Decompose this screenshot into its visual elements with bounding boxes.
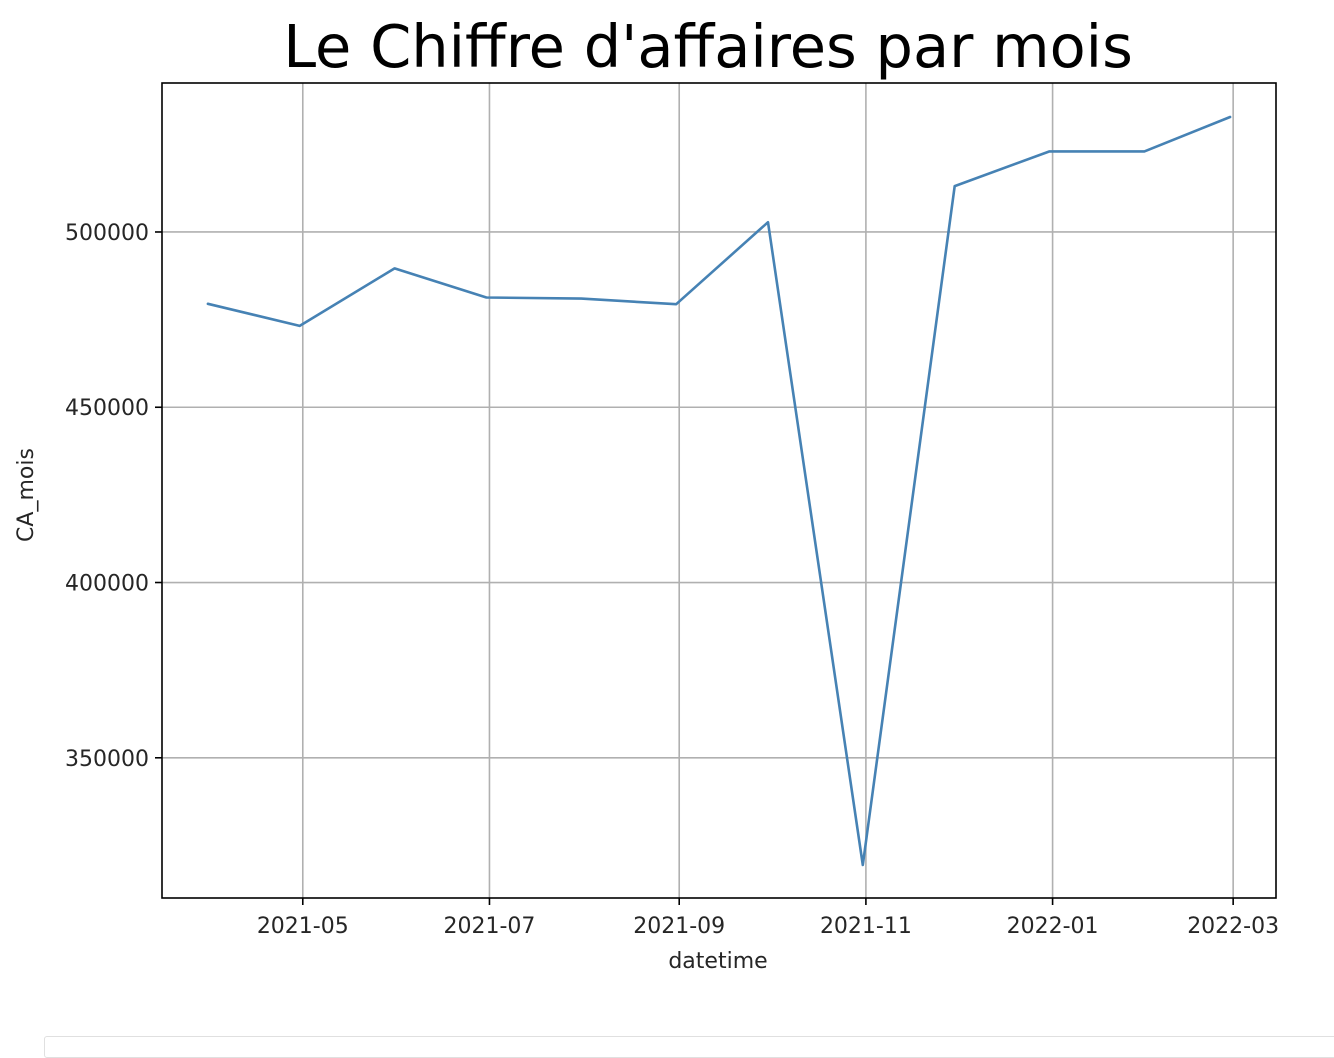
grid-lines (162, 83, 1276, 898)
x-tick-label: 2021-07 (444, 914, 536, 939)
plot-frame (161, 82, 1277, 899)
x-tick-label: 2021-05 (257, 914, 349, 939)
x-axis-ticks: 2021-05 2021-07 2021-09 2021-11 2022-01 2022-… (257, 898, 1279, 939)
x-axis-label: datetime (668, 949, 767, 974)
y-tick-label: 500000 (65, 221, 149, 246)
line-chart: Le Chiffre d'affaires par mois 2021-05 20… (14, 12, 1279, 974)
notebook-output-area (44, 1036, 1334, 1058)
series-line (206, 115, 1232, 867)
x-tick-label: 2021-11 (820, 914, 912, 939)
x-tick-label: 2021-09 (633, 914, 725, 939)
y-tick-label: 350000 (65, 747, 149, 772)
y-tick-label: 400000 (65, 572, 149, 597)
y-axis-label: CA_mois (14, 448, 39, 542)
y-tick-label: 450000 (65, 396, 149, 421)
x-tick-label: 2022-01 (1007, 914, 1099, 939)
x-tick-label: 2022-03 (1187, 914, 1279, 939)
y-axis-ticks: 350000 400000 450000 500000 (65, 221, 162, 772)
chart-title: Le Chiffre d'affaires par mois (283, 12, 1133, 81)
